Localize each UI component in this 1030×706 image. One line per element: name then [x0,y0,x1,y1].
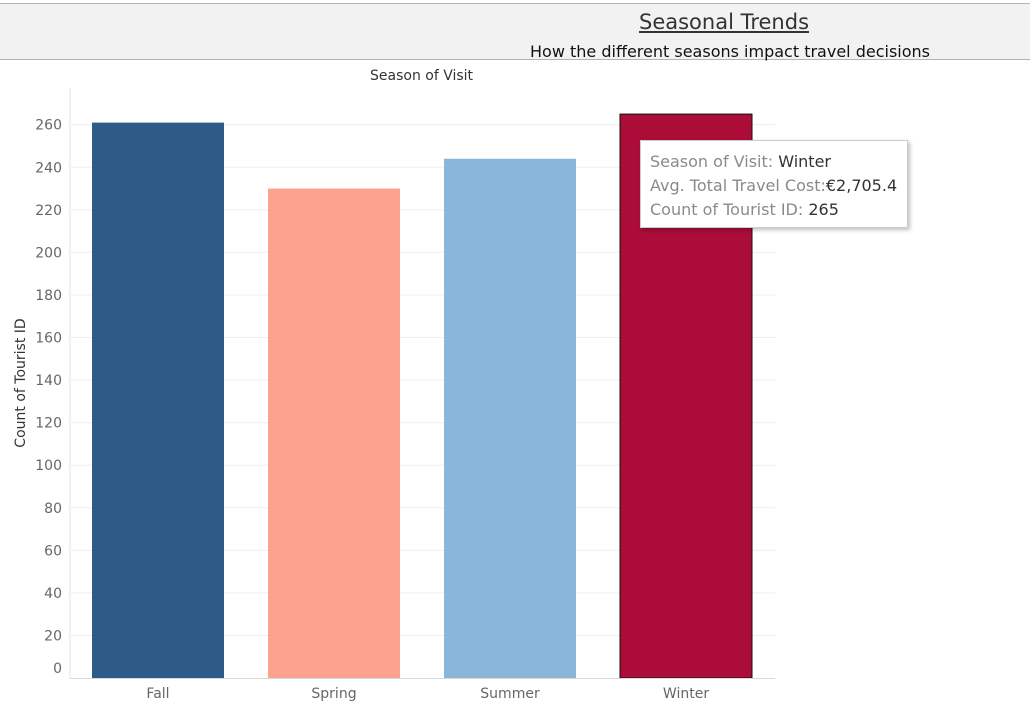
y-tick-label: 60 [44,543,62,559]
y-tick-label: 260 [35,118,62,134]
x-tick-label: Summer [480,686,540,702]
x-tick-label: Spring [311,686,356,702]
y-tick-label: 40 [44,586,62,602]
y-tick-label: 240 [35,160,62,176]
tooltip-cost-label: Avg. Total Travel Cost: [650,176,826,195]
y-axis-ticks: 0 20 40 60 80 100 120 140 160 180 200 220 240 260 [35,118,62,677]
y-axis-label: Count of Tourist ID [13,318,29,447]
bar-fall[interactable] [92,122,224,679]
y-tick-label: 20 [44,628,62,644]
x-tick-label: Winter [663,686,709,702]
tooltip-row-season: Season of Visit: Winter [650,150,907,174]
bar-spring[interactable] [268,188,400,678]
tooltip-count-value: 265 [808,200,839,219]
y-tick-label: 120 [35,416,62,432]
x-tick-label: Fall [146,686,169,702]
y-tick-label: 200 [35,245,62,261]
column-header: Season of Visit [370,68,474,84]
tooltip-season-label: Season of Visit: [650,152,774,171]
tooltip-row-cost: Avg. Total Travel Cost:€2,705.4 [650,174,907,198]
tooltip-season-value: Winter [778,152,831,171]
chart-title: Seasonal Trends [639,10,810,34]
y-tick-label: 100 [35,458,62,474]
y-tick-label: 80 [44,501,62,517]
y-tick-label: 0 [53,661,62,677]
y-tick-label: 180 [35,288,62,304]
tooltip-cost-value: €2,705.4 [825,176,898,195]
tooltip-count-label: Count of Tourist ID: [650,200,804,219]
chart-subtitle: How the different seasons impact travel … [530,42,930,61]
bars [92,113,753,679]
y-tick-label: 140 [35,373,62,389]
dashboard-header: Seasonal Trends How the different season… [0,3,1030,61]
x-axis-ticks: Fall Spring Summer Winter [146,686,709,702]
bar-summer[interactable] [444,158,576,678]
tooltip: Season of Visit: Winter Avg. Total Trave… [640,140,908,228]
y-tick-label: 160 [35,331,62,347]
tooltip-row-count: Count of Tourist ID: 265 [650,198,907,222]
y-tick-label: 220 [35,203,62,219]
